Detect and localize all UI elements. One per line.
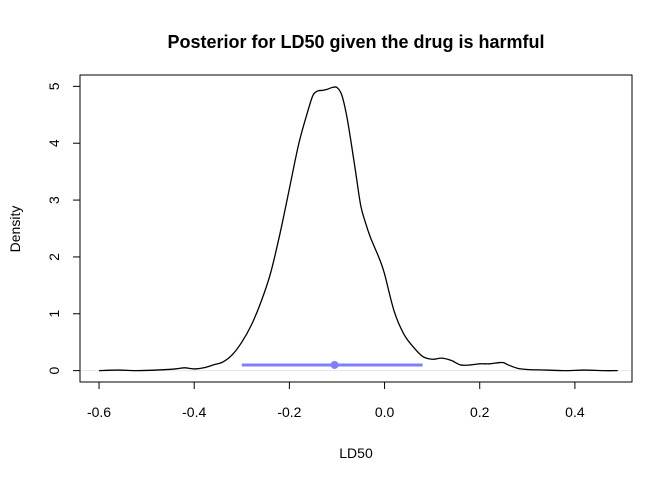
y-axis-label: Density (7, 206, 23, 253)
y-tick-label: 4 (46, 139, 62, 147)
x-tick-label: 0.2 (470, 404, 490, 420)
point-estimate-marker (330, 360, 339, 369)
density-curve (99, 86, 618, 372)
x-tick-label: 0.4 (565, 404, 585, 420)
x-axis-label: LD50 (339, 445, 373, 461)
x-tick-label: -0.6 (87, 404, 111, 420)
chart-title: Posterior for LD50 given the drug is har… (167, 32, 544, 52)
y-axis: 0 1 2 3 4 5 (46, 82, 81, 375)
y-tick-label: 3 (46, 196, 62, 204)
y-tick-label: 2 (46, 253, 62, 261)
y-tick-label: 0 (46, 367, 62, 375)
x-tick-label: 0.0 (375, 404, 395, 420)
plot-frame (79, 74, 633, 383)
y-tick-label: 5 (46, 82, 62, 90)
x-tick-label: -0.2 (277, 404, 301, 420)
x-axis: -0.6 -0.4 -0.2 0.0 0.2 0.4 (87, 381, 585, 420)
y-tick-label: 1 (46, 310, 62, 318)
x-tick-label: -0.4 (182, 404, 206, 420)
